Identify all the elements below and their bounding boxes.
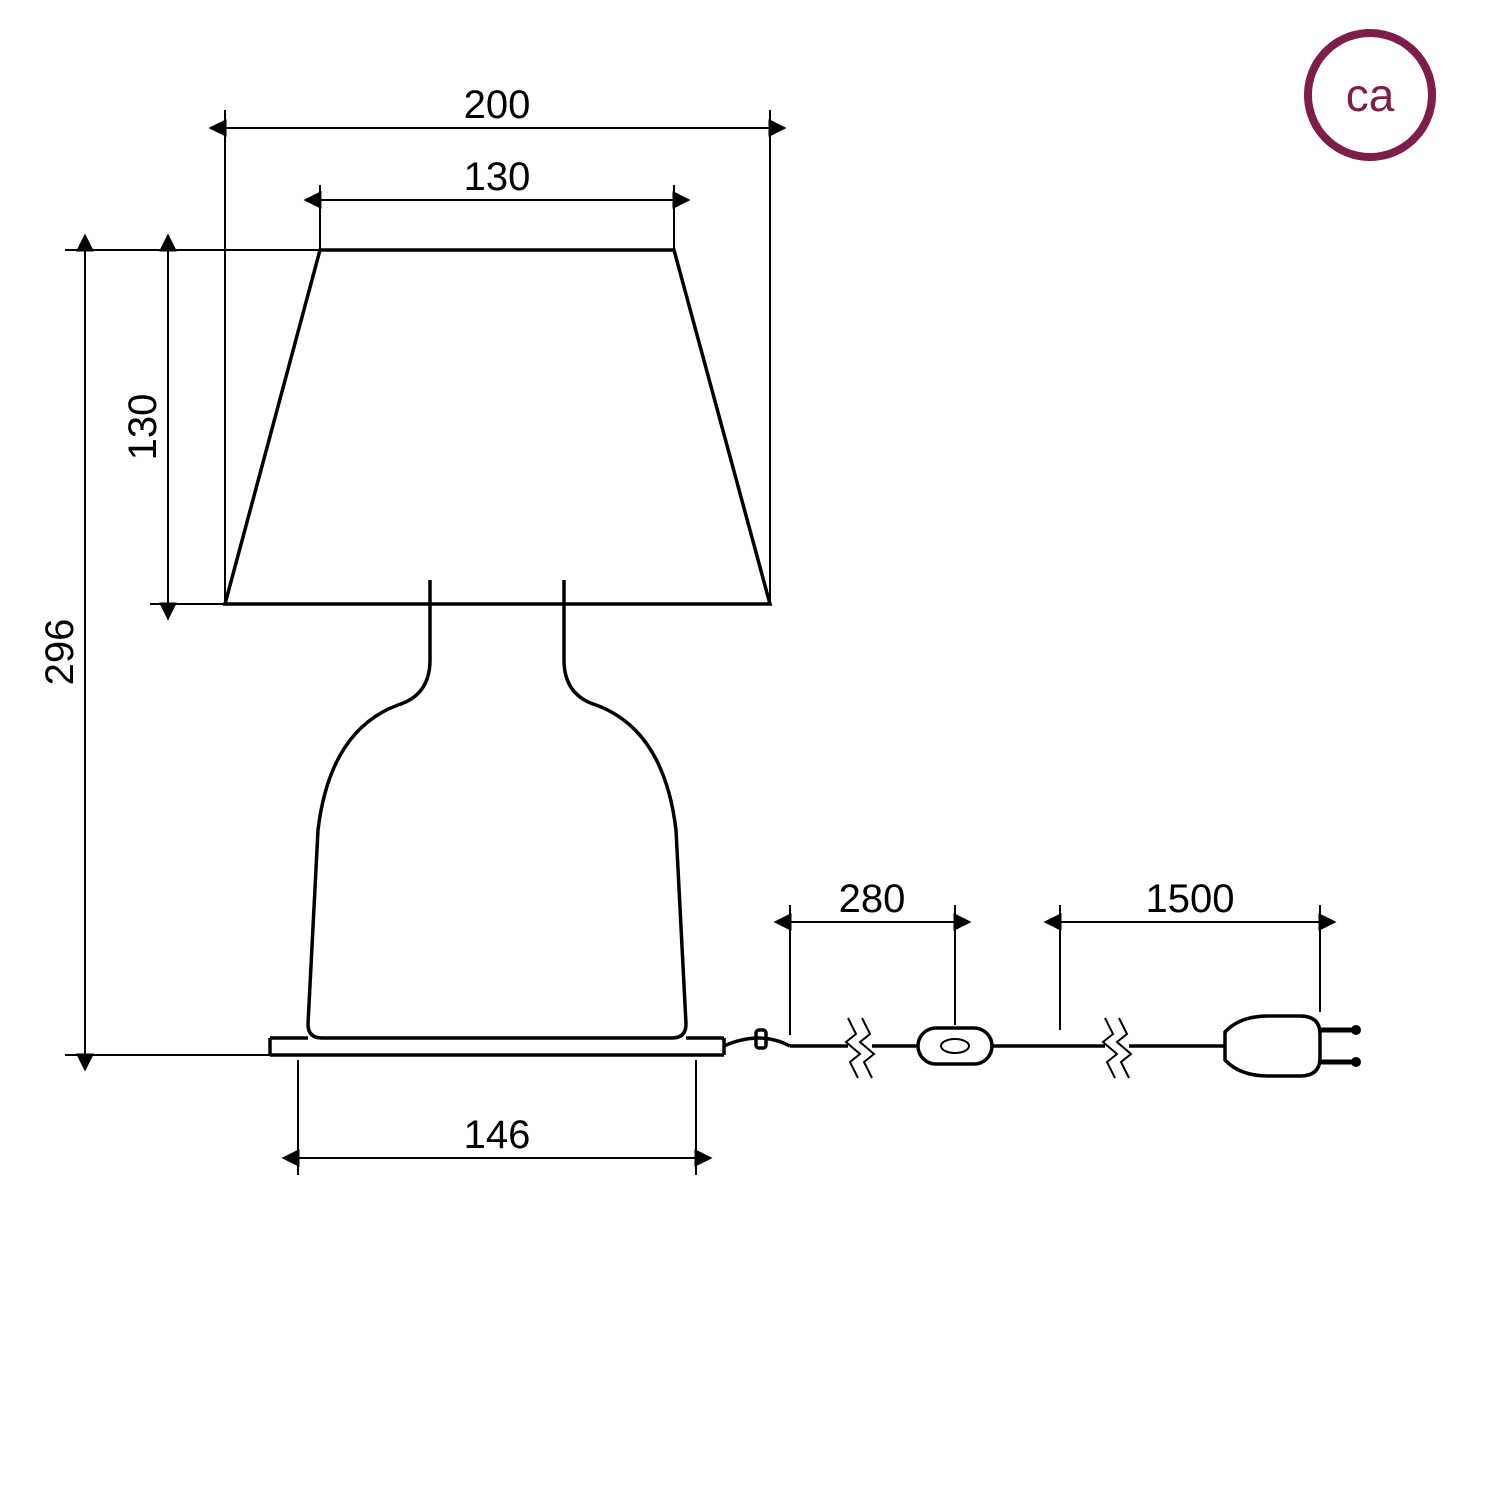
dim-label: 280 — [839, 877, 906, 921]
dim-base-width: 146 — [298, 1060, 696, 1175]
dim-cord-length: 1500 — [1060, 877, 1320, 1030]
dim-shade-top-width: 130 — [320, 155, 674, 250]
power-plug — [1225, 1016, 1361, 1076]
dim-switch-segment: 280 — [790, 877, 955, 1035]
technical-drawing: ca — [0, 0, 1500, 1500]
dim-label: 146 — [464, 1113, 531, 1157]
dimensions: 130 200 130 296 146 — [38, 83, 1320, 1175]
lamp-base — [308, 580, 686, 1038]
brand-logo: ca — [1299, 24, 1441, 166]
dim-shade-height: 130 — [121, 250, 320, 604]
brand-logo-text: ca — [1346, 69, 1395, 121]
dim-total-height: 296 — [38, 250, 270, 1055]
power-cord — [724, 1016, 1361, 1078]
dim-label: 1500 — [1146, 877, 1235, 921]
lamp-shade — [225, 250, 770, 604]
dim-label: 200 — [464, 83, 531, 127]
dim-label: 296 — [38, 619, 82, 686]
lamp-outline — [225, 250, 1361, 1078]
dim-label: 130 — [121, 394, 165, 461]
inline-switch — [918, 1028, 992, 1064]
dim-label: 130 — [464, 155, 531, 199]
